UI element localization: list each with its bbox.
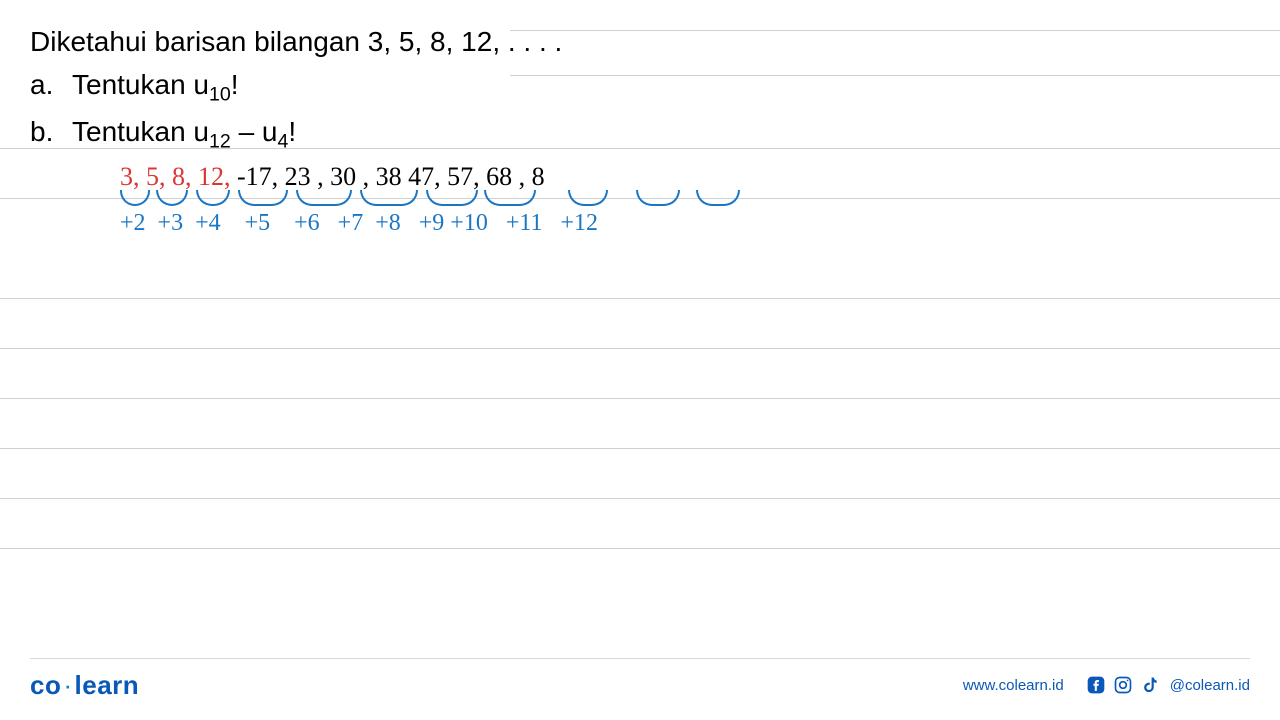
problem-stem: Diketahui barisan bilangan 3, 5, 8, 12, … [30, 20, 562, 63]
arc [120, 190, 150, 206]
facebook-icon [1086, 675, 1106, 695]
arc [156, 190, 188, 206]
rule-line [0, 498, 1280, 499]
handwritten-differences: +2 +3 +4 +5 +6 +7 +8 +9 +10 +11 +12 [120, 210, 598, 237]
arc [196, 190, 230, 206]
arc [426, 190, 478, 206]
arc [360, 190, 418, 206]
instagram-icon [1113, 675, 1133, 695]
footer-url: www.colearn.id [963, 677, 1064, 694]
footer: co·learn www.colearn.id @colearn.id [0, 658, 1280, 720]
rule-line [0, 448, 1280, 449]
brand-dot: · [63, 670, 72, 700]
item-label-b: b. [30, 110, 72, 153]
footer-right: www.colearn.id @colearn.id [963, 675, 1250, 695]
arc [568, 190, 608, 206]
social-icons: @colearn.id [1086, 675, 1250, 695]
brand-logo: co·learn [30, 670, 139, 701]
handwritten-sequence: 3, 5, 8, 12, -17, 23 , 30 , 38 47, 57, 6… [120, 162, 545, 192]
tiktok-icon [1140, 675, 1160, 695]
rule-line [0, 398, 1280, 399]
rule-line [510, 30, 1280, 31]
rule-line [0, 298, 1280, 299]
item-b-text: Tentukan u12 – u4! [72, 110, 296, 157]
rule-line [510, 75, 1280, 76]
arc [296, 190, 352, 206]
arc [636, 190, 680, 206]
rule-line [0, 348, 1280, 349]
sequence-extended: -17, 23 , 30 , 38 47, 57, 68 , 8 [231, 162, 545, 191]
social-handle: @colearn.id [1170, 677, 1250, 694]
item-a-text: Tentukan u10! [72, 63, 239, 110]
rule-line [0, 548, 1280, 549]
sequence-given: 3, 5, 8, 12, [120, 162, 231, 191]
arc [238, 190, 288, 206]
arc [696, 190, 740, 206]
item-label-a: a. [30, 63, 72, 106]
footer-divider [30, 658, 1250, 659]
arc [484, 190, 536, 206]
problem-statement: Diketahui barisan bilangan 3, 5, 8, 12, … [30, 20, 562, 157]
